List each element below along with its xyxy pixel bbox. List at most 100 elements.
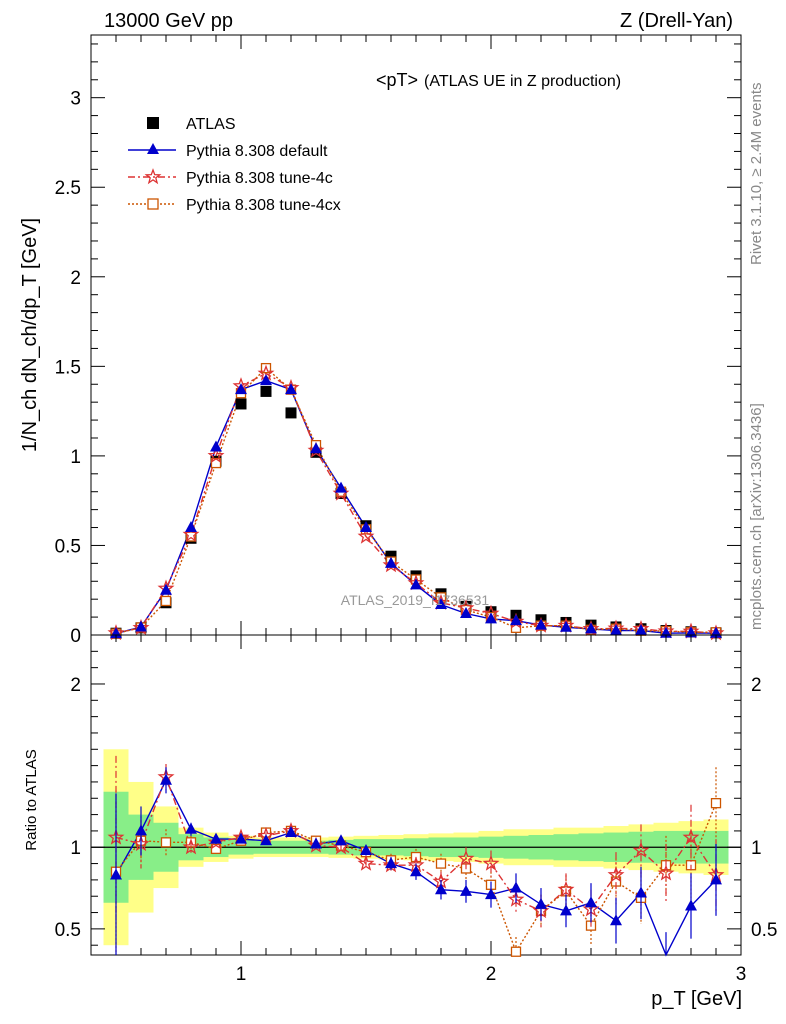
ratio-point-series-1	[632, 841, 650, 858]
main-y-tick-label: 2	[70, 268, 81, 289]
main-y-tick-label: 0.5	[55, 536, 81, 557]
main-point-series-1	[160, 583, 172, 595]
main-point-series-1	[485, 612, 497, 624]
main-y-tick-label: 1.5	[55, 357, 81, 378]
ratio-point-series-0	[185, 822, 197, 834]
ratio-point-series-0	[235, 832, 247, 844]
ratio-point-series-0	[560, 904, 572, 916]
main-point-series-2	[382, 556, 400, 573]
legend-atlas-marker	[147, 117, 159, 129]
main-y-tick-label: 0	[70, 626, 81, 647]
main-point-series-0	[260, 385, 272, 397]
main-y-tick-label: 1	[70, 447, 81, 468]
main-point-series-1	[260, 374, 272, 386]
main-point-series-1	[235, 383, 247, 395]
main-point-series-2	[307, 441, 325, 458]
main-point-series-1	[410, 578, 422, 590]
main-point-series-2	[357, 527, 375, 544]
ratio-point-series-0	[685, 899, 697, 911]
main-point-series-0	[485, 606, 497, 618]
legend-tune4cx-label: Pythia 8.308 tune-4cx	[186, 197, 341, 214]
ratio-y-tick-label: 0.5	[55, 920, 81, 941]
main-point-series-1	[610, 624, 622, 636]
ratio-point-series-0	[310, 837, 322, 849]
legend-atlas-label: ATLAS	[186, 116, 236, 133]
main-point-series-1	[460, 607, 472, 619]
main-subtitle: (ATLAS UE in Z production)	[424, 73, 621, 90]
ratio-point-series-0	[360, 844, 372, 856]
main-panel: 0 0.5 1 1.5 2 2.5 3	[55, 34, 742, 647]
ratio-point-series-1	[482, 854, 500, 871]
main-point-series-1	[535, 618, 547, 630]
ratio-point-series-0	[210, 832, 222, 844]
legend-tune4cx-marker	[147, 198, 159, 210]
main-point-series-1	[510, 614, 522, 626]
legend-tune4c-label: Pythia 8.308 tune-4c	[186, 170, 333, 187]
ratio-point-series-1	[357, 854, 375, 871]
legend: ATLAS Pythia 8.308 default Pythia 8.308 …	[128, 116, 341, 214]
ratio-point-series-2	[510, 946, 522, 957]
main-point-series-0	[235, 398, 247, 410]
ratio-panel: 1 2 3 0.5 0.5 1 1 2 2	[55, 634, 777, 985]
ratio-point-series-1	[607, 866, 625, 883]
ratio-point-series-1	[457, 849, 475, 866]
main-point-series-1	[335, 481, 347, 493]
ratio-point-series-0	[385, 857, 397, 869]
ratio-point-series-0	[635, 886, 647, 898]
legend-tune4c-marker	[144, 168, 162, 185]
main-point-series-1	[185, 521, 197, 533]
main-point-series-2	[182, 525, 200, 542]
ratio-y-tick-label-right: 0.5	[751, 920, 777, 941]
ratio-point-series-0	[435, 883, 447, 895]
ratio-y-tick-label: 1	[70, 838, 81, 859]
ratio-frame	[90, 634, 742, 956]
ratio-point-series-0	[610, 914, 622, 926]
ratio-point-series-0	[160, 773, 172, 785]
x-tick-label: 3	[736, 964, 747, 985]
main-y-tick-label: 3	[70, 89, 81, 110]
ratio-point-series-1	[557, 880, 575, 897]
main-point-series-1	[285, 383, 297, 395]
main-point-series-1	[310, 442, 322, 454]
ratio-point-series-1	[682, 828, 700, 845]
ratio-point-series-0	[410, 865, 422, 877]
main-point-series-1	[435, 598, 447, 610]
ratio-point-series-2	[710, 798, 722, 809]
ratio-y-axis-label: Ratio to ATLAS	[23, 749, 40, 850]
ratio-point-series-0	[285, 826, 297, 838]
main-point-series-0	[285, 407, 297, 419]
main-point-series-3	[160, 595, 172, 607]
ratio-point-series-2	[160, 837, 172, 848]
ratio-point-series-2	[435, 858, 447, 869]
ratio-point-series-1	[657, 864, 675, 881]
main-point-series-1	[635, 624, 647, 636]
main-point-series-1	[135, 620, 147, 632]
main-point-series-1	[210, 440, 222, 452]
ratio-point-series-0	[485, 888, 497, 900]
main-point-series-2	[207, 447, 225, 464]
ratio-point-series-0	[260, 834, 272, 846]
header-right: Z (Drell-Yan)	[620, 10, 733, 32]
ratio-y-tick-label-right: 1	[751, 838, 762, 859]
main-point-series-1	[560, 620, 572, 632]
legend-default-marker	[147, 143, 159, 154]
ratio-point-series-1	[207, 833, 225, 850]
ratio-point-series-0	[135, 824, 147, 836]
main-y-tick-label: 2.5	[55, 178, 81, 199]
ratio-point-series-1	[307, 836, 325, 853]
ratio-y-tick-label: 2	[70, 675, 81, 696]
ratio-point-series-0	[710, 873, 722, 885]
watermark: ATLAS_2019_I1736531	[341, 592, 490, 608]
ratio-y-tick-label-right: 2	[751, 675, 762, 696]
x-axis-label: p_T [GeV]	[651, 988, 742, 1010]
main-point-series-1	[585, 622, 597, 634]
ratio-point-series-0	[335, 834, 347, 846]
x-tick-label: 1	[236, 964, 247, 985]
main-y-axis-label: 1/N_ch dN_ch/dp_T [GeV]	[19, 218, 41, 452]
rivet-label: Rivet 3.1.10, ≥ 2.4M events	[748, 83, 765, 266]
main-point-series-1	[385, 556, 397, 568]
main-point-series-1	[360, 521, 372, 533]
ratio-point-series-0	[535, 897, 547, 909]
ratio-point-series-0	[585, 896, 597, 908]
